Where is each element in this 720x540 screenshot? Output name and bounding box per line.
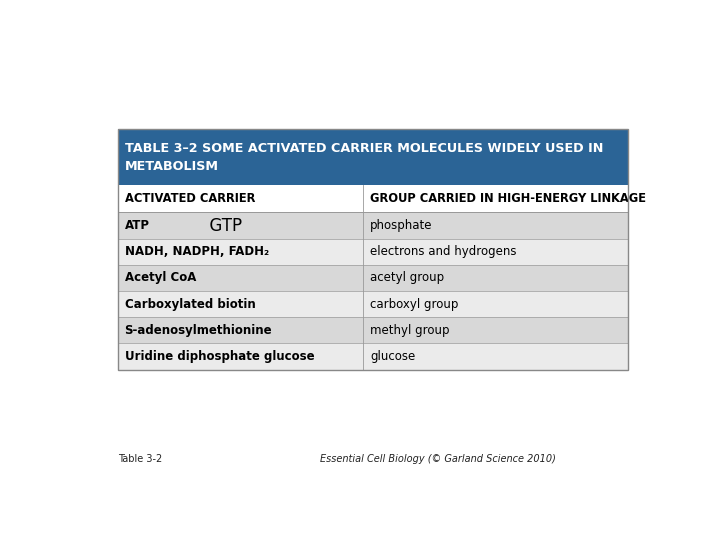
Text: TABLE 3–2 SOME ACTIVATED CARRIER MOLECULES WIDELY USED IN
METABOLISM: TABLE 3–2 SOME ACTIVATED CARRIER MOLECUL…: [125, 142, 603, 173]
Text: ACTIVATED CARRIER: ACTIVATED CARRIER: [125, 192, 255, 205]
FancyBboxPatch shape: [118, 343, 629, 369]
Text: Essential Cell Biology (© Garland Science 2010): Essential Cell Biology (© Garland Scienc…: [320, 454, 556, 464]
Text: methyl group: methyl group: [370, 324, 449, 337]
FancyBboxPatch shape: [118, 317, 629, 343]
Text: ATP: ATP: [125, 219, 150, 232]
FancyBboxPatch shape: [118, 265, 629, 291]
FancyBboxPatch shape: [118, 185, 629, 212]
Text: Uridine diphosphate glucose: Uridine diphosphate glucose: [125, 350, 314, 363]
Text: carboxyl group: carboxyl group: [370, 298, 459, 310]
Text: Table 3-2: Table 3-2: [118, 454, 168, 464]
Text: glucose: glucose: [370, 350, 415, 363]
Text: GTP: GTP: [199, 217, 242, 234]
FancyBboxPatch shape: [118, 129, 629, 185]
Text: GROUP CARRIED IN HIGH-ENERGY LINKAGE: GROUP CARRIED IN HIGH-ENERGY LINKAGE: [370, 192, 646, 205]
Text: S-adenosylmethionine: S-adenosylmethionine: [125, 324, 272, 337]
FancyBboxPatch shape: [118, 212, 629, 239]
Text: electrons and hydrogens: electrons and hydrogens: [370, 245, 517, 258]
Text: Acetyl CoA: Acetyl CoA: [125, 272, 196, 285]
FancyBboxPatch shape: [118, 239, 629, 265]
Text: NADH, NADPH, FADH₂: NADH, NADPH, FADH₂: [125, 245, 269, 258]
FancyBboxPatch shape: [118, 291, 629, 317]
Text: Carboxylated biotin: Carboxylated biotin: [125, 298, 256, 310]
Text: acetyl group: acetyl group: [370, 272, 444, 285]
Text: phosphate: phosphate: [370, 219, 433, 232]
